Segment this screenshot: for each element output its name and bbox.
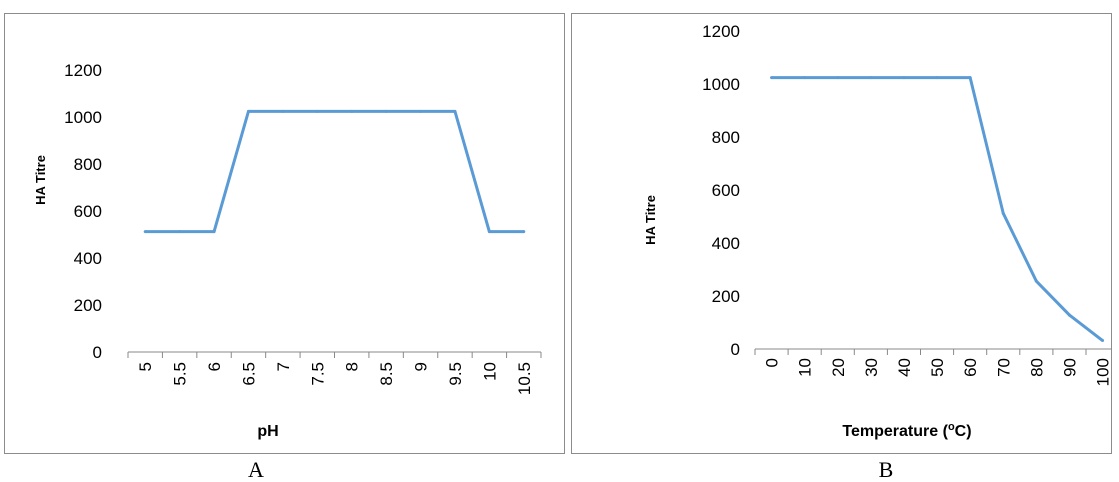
panel-b-x-tick-label: 40: [895, 358, 914, 377]
panel-b-data-point: [902, 76, 906, 80]
panel-a-y-axis-title: HA Titre: [33, 155, 48, 205]
panel-b-frame: [571, 13, 1112, 454]
panel-a-x-tick-label: 7: [274, 362, 293, 371]
panel-a-x-tick-label: 10: [480, 362, 499, 381]
panel-b-x-tick-label: 100: [1094, 358, 1113, 386]
panel-a-y-tick-label: 0: [93, 343, 102, 362]
panel-a-data-point: [453, 109, 457, 113]
panel-a-data-point: [178, 230, 182, 234]
panel-a-data-point: [315, 109, 319, 113]
panel-b-x-tick-label: 70: [994, 358, 1013, 377]
panel-b-x-tick-label: 60: [961, 358, 980, 377]
panel-a-x-tick-label: 8: [343, 362, 362, 371]
panel-b-x-tick-label: 20: [829, 358, 848, 377]
panel-b-data-point: [968, 76, 972, 80]
panel-b-data-point: [1034, 279, 1038, 283]
panel-a-x-tick-label: 6.5: [239, 362, 258, 386]
panel-a-data-point: [384, 109, 388, 113]
panel-b-data-point: [803, 76, 807, 80]
panel-b-x-tick-label: 0: [763, 358, 782, 367]
panel-a-y-tick-label: 600: [74, 202, 102, 221]
panel-b-x-tick-label: 90: [1060, 358, 1079, 377]
panel-b-data-point: [836, 76, 840, 80]
panel-b-y-tick-label: 400: [712, 234, 740, 253]
panel-a-data-point: [522, 230, 526, 234]
panel-a-x-tick-label: 7.5: [308, 362, 327, 386]
panel-a-x-tick-label: 5.5: [171, 362, 190, 386]
panel-b-label: B: [879, 457, 894, 482]
panel-b-x-tick-label: 50: [928, 358, 947, 377]
panel-a-y-tick-label: 400: [74, 249, 102, 268]
panel-a-data-point: [246, 109, 250, 113]
panel-b-data-point: [1001, 211, 1005, 215]
panel-a-data-point: [143, 230, 147, 234]
panel-b-x-axis-title: Temperature (oC): [842, 421, 971, 440]
panel-a-data-point: [212, 230, 216, 234]
panel-a-frame: [4, 13, 565, 454]
panel-a-y-tick-label: 1200: [64, 61, 102, 80]
panel-b-y-tick-label: 1200: [702, 22, 740, 41]
panel-a-data-point: [350, 109, 354, 113]
panel-a-series-line: [145, 109, 524, 234]
panel-a-data-point: [419, 109, 423, 113]
panel-b-y-tick-label: 200: [712, 287, 740, 306]
panel-b-x-tick-label: 80: [1027, 358, 1046, 377]
panel-b-x-tick-label: 10: [796, 358, 815, 377]
panel-b-y-tick-label: 600: [712, 181, 740, 200]
panel-b-data-point: [935, 76, 939, 80]
panel-a-x-tick-label: 6: [205, 362, 224, 371]
panel-b-y-axis-title: HA Titre: [643, 195, 658, 245]
panel-b-data-point: [1101, 339, 1105, 343]
panel-a-label: A: [248, 457, 264, 482]
chart-panel-b: 0 200 400 600 800 1000 1200 0 10 20 30 40 50 60 70 80 90…: [702, 22, 1112, 386]
panel-b-y-tick-label: 1000: [702, 75, 740, 94]
panel-a-x-tick-label: 9: [412, 362, 431, 371]
panel-b-data-point: [869, 76, 873, 80]
panel-a-x-tick-label: 5: [136, 362, 155, 371]
panel-b-data-point: [1067, 313, 1071, 317]
panel-a-y-tick-label: 200: [74, 296, 102, 315]
panel-b-y-tick-label: 0: [731, 340, 740, 359]
panel-b-x-tick-label: 30: [862, 358, 881, 377]
panel-a-x-tick-label: 9.5: [446, 362, 465, 386]
panel-a-y-tick-label: 1000: [64, 108, 102, 127]
panel-a-data-point: [281, 109, 285, 113]
panel-a-x-tick-label: 8.5: [377, 362, 396, 386]
panel-a-x-tick-label: 10.5: [515, 362, 534, 395]
panel-a-data-point: [487, 230, 491, 234]
panel-b-series-line: [771, 76, 1104, 342]
chart-panel-a: 0 200 400 600 800 1000 1200 5 5.5 6 6.5 7 7.5 8 8.5 9 9.…: [64, 61, 542, 395]
panel-a-x-axis-title: pH: [257, 423, 278, 440]
panel-b-data-point: [770, 76, 774, 80]
panel-b-y-tick-label: 800: [712, 128, 740, 147]
panel-a-y-tick-label: 800: [74, 155, 102, 174]
